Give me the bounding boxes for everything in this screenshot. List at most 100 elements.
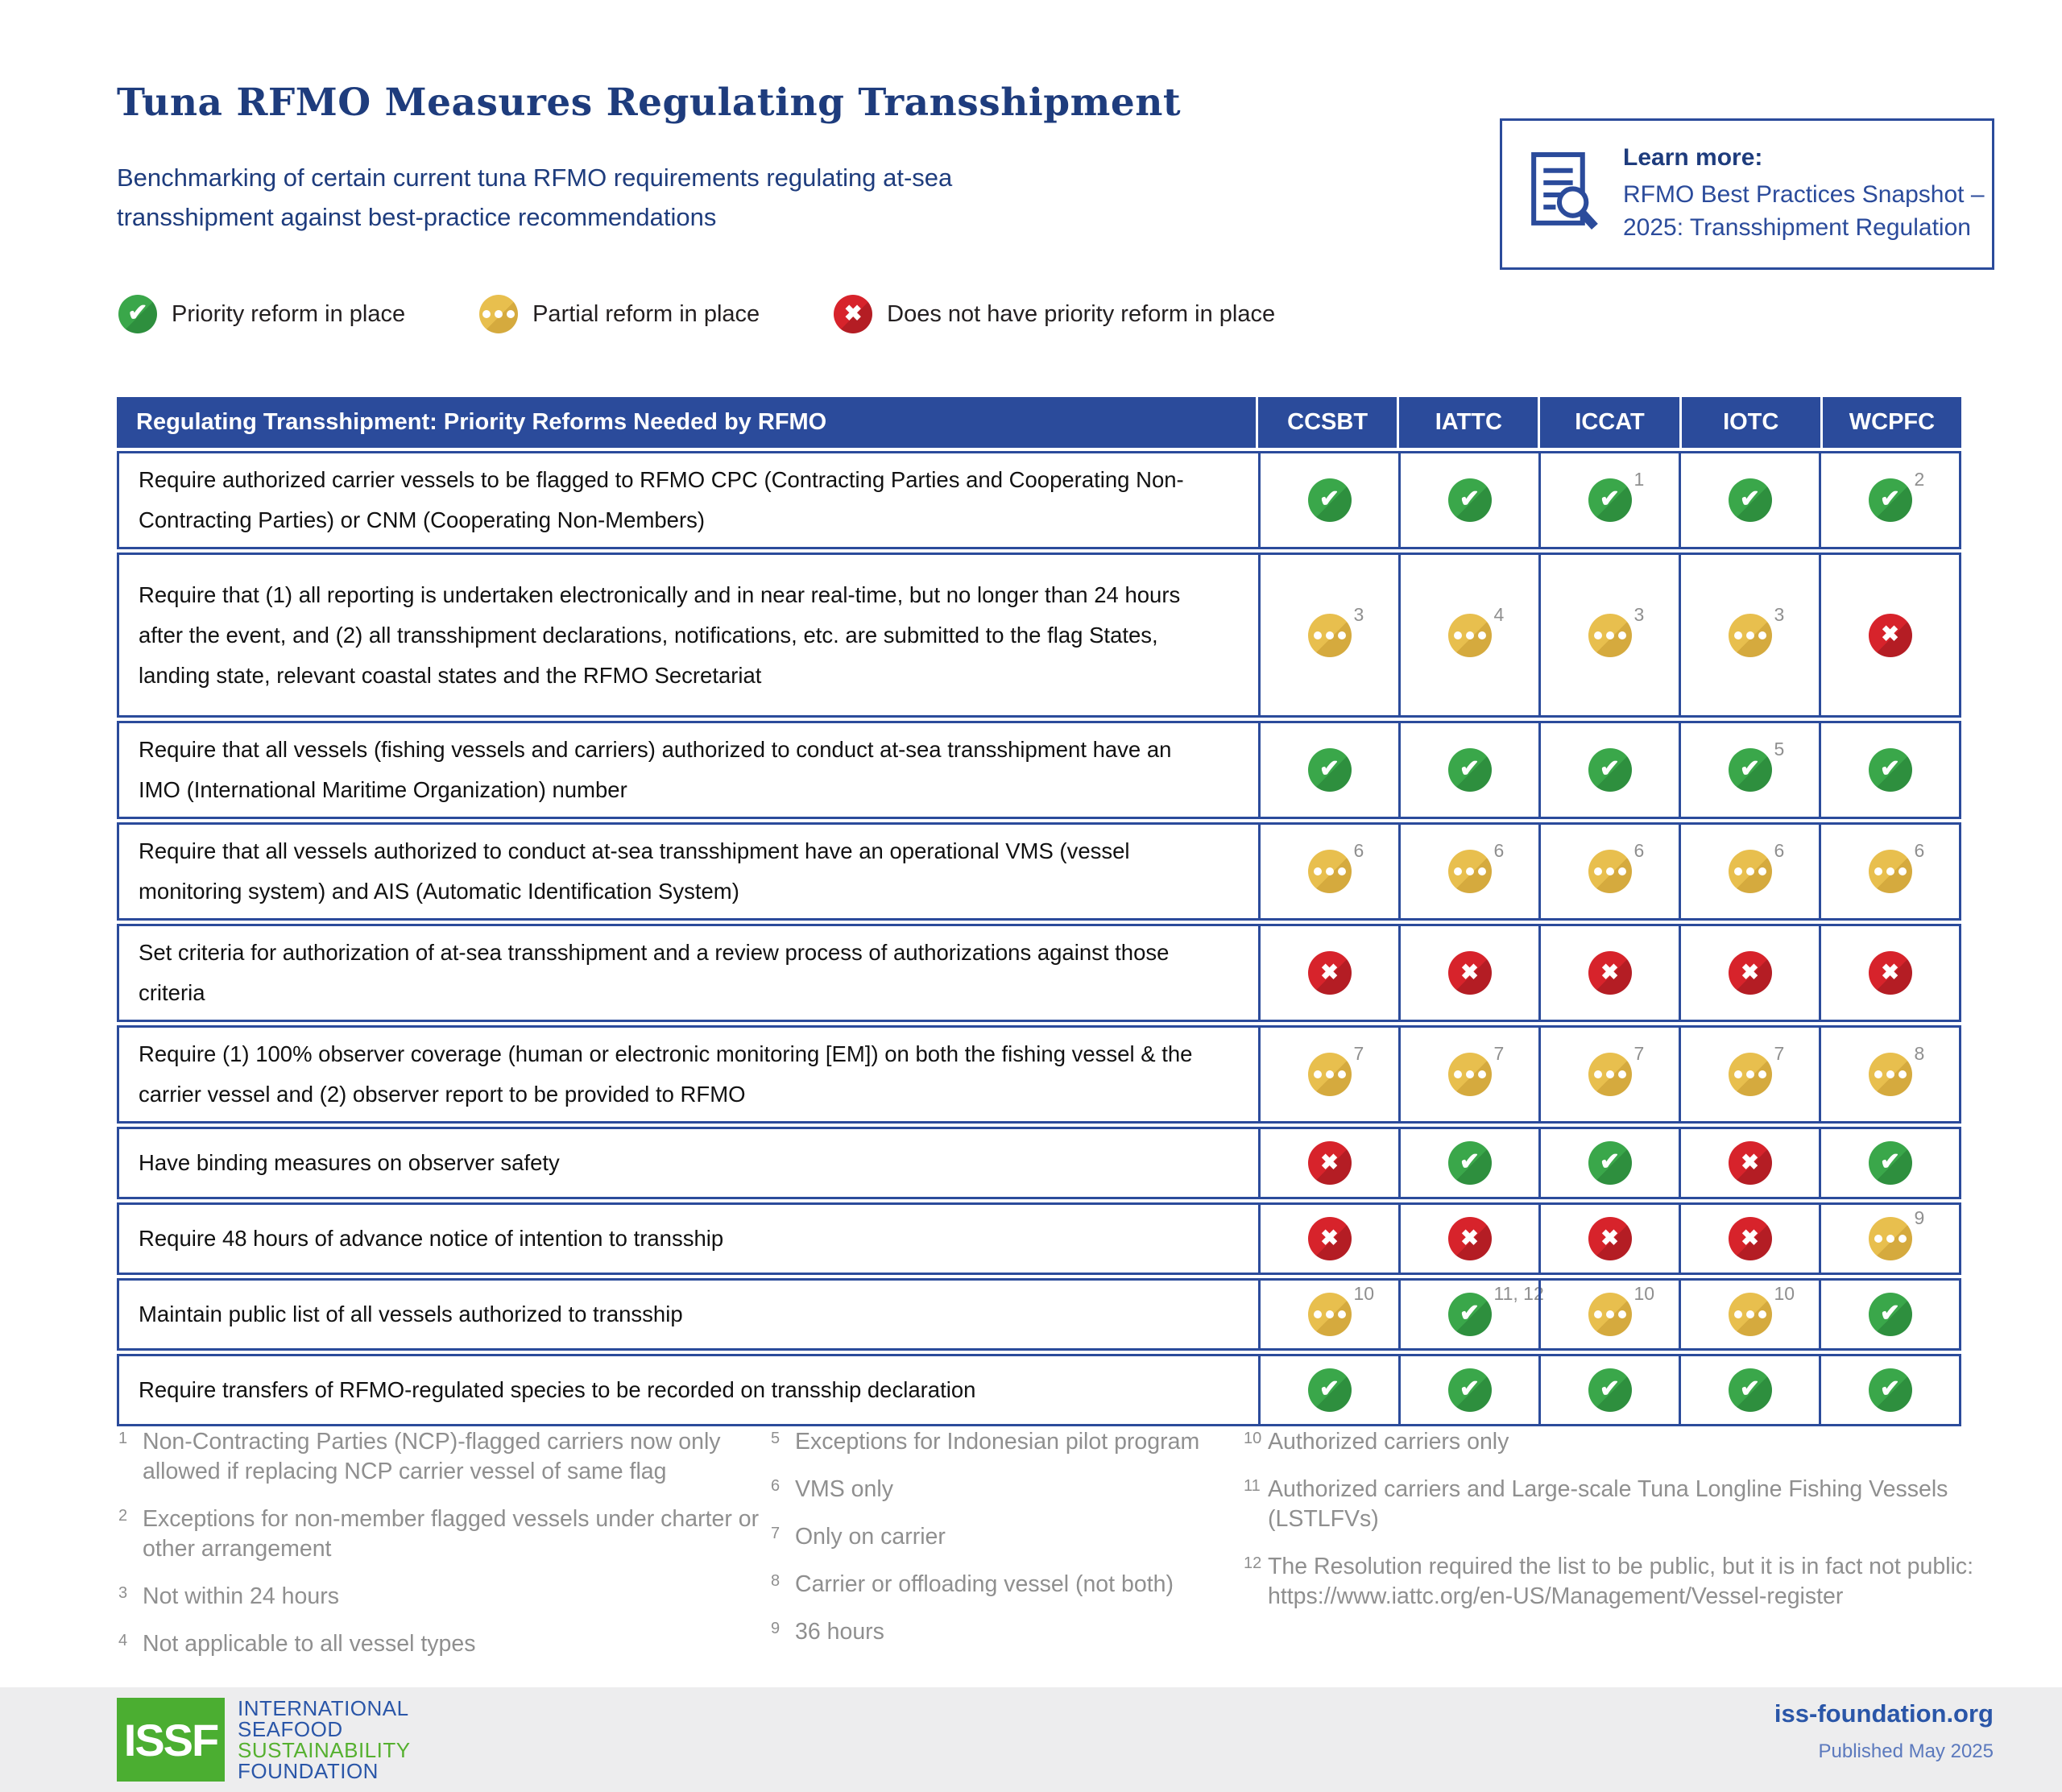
rfmo-column-header: ICCAT bbox=[1538, 397, 1679, 448]
status-icon-wrap: ✖ bbox=[1728, 951, 1772, 995]
footnote-2: 2 Exceptions for non-member flagged vesse… bbox=[117, 1504, 761, 1564]
status-icon-wrap: ✔ bbox=[1868, 1293, 1912, 1336]
footnote-number: 7 bbox=[771, 1525, 780, 1542]
status-check-icon: ✔ bbox=[1588, 478, 1632, 522]
status-cell-iotc: ✔ bbox=[1679, 1356, 1819, 1424]
footnote-11: 11 Authorized carriers and Large-scale Tu… bbox=[1242, 1475, 1999, 1534]
requirement-text: Set criteria for authorization of at-sea… bbox=[139, 940, 1170, 1005]
status-cell-iotc: ✖ bbox=[1679, 1129, 1819, 1197]
footnote-text: Not applicable to all vessel types bbox=[143, 1631, 476, 1657]
status-icon-wrap: 7 bbox=[1447, 1043, 1504, 1096]
status-icon-wrap: 10 bbox=[1728, 1283, 1795, 1336]
legend-label: Priority reform in place bbox=[172, 300, 406, 327]
status-check-icon: ✔ bbox=[1868, 478, 1912, 522]
status-partial-icon bbox=[1307, 1053, 1352, 1096]
status-icon-wrap: ✔ 5 bbox=[1728, 739, 1784, 792]
status-cell-wcpfc: 8 bbox=[1819, 1028, 1959, 1121]
status-cell-ccsbt: 6 bbox=[1258, 825, 1398, 918]
footnote-marker: 7 bbox=[1353, 1043, 1364, 1064]
status-icon-wrap: ✖ bbox=[1868, 613, 1912, 657]
status-cell-wcpfc: 6 bbox=[1819, 825, 1959, 918]
issf-logo-wordmark: INTERNATIONAL SEAFOOD SUSTAINABILITY FOU… bbox=[238, 1698, 411, 1782]
status-cross-icon: ✖ bbox=[1447, 1217, 1492, 1260]
status-cell-iotc: 7 bbox=[1679, 1028, 1819, 1121]
status-cell-iattc: ✔ bbox=[1398, 1129, 1538, 1197]
status-check-icon: ✔ bbox=[1868, 1293, 1912, 1336]
footer bbox=[0, 1687, 2062, 1792]
status-icon-wrap: ✔ bbox=[1447, 1368, 1492, 1412]
status-cross-icon: ✖ bbox=[1588, 951, 1632, 995]
status-icon-wrap: 6 bbox=[1868, 840, 1924, 893]
status-icon-wrap: 7 bbox=[1588, 1043, 1644, 1096]
table-row: Set criteria for authorization of at-sea… bbox=[117, 924, 1961, 1022]
status-icon-wrap: ✔ 2 bbox=[1868, 469, 1924, 522]
logo-line: SEAFOOD bbox=[238, 1717, 343, 1741]
page-title: Tuna RFMO Measures Regulating Transshipm… bbox=[117, 81, 1182, 125]
table-row: Require that all vessels authorized to c… bbox=[117, 822, 1961, 921]
footnote-number: 3 bbox=[118, 1584, 128, 1602]
requirement-text: Require (1) 100% observer coverage (huma… bbox=[139, 1041, 1193, 1107]
status-cell-iattc: ✖ bbox=[1398, 1205, 1538, 1273]
status-partial-icon bbox=[1588, 1293, 1632, 1336]
status-partial-icon bbox=[1307, 613, 1352, 657]
footnote-marker: 3 bbox=[1633, 603, 1645, 625]
status-cell-iccat: ✔ bbox=[1538, 1129, 1679, 1197]
status-partial-icon bbox=[1728, 1293, 1772, 1336]
status-cell-wcpfc: ✔ bbox=[1819, 1129, 1959, 1197]
website-link[interactable]: iss-foundation.org bbox=[1774, 1699, 1994, 1728]
status-cross-icon: ✖ bbox=[1868, 613, 1912, 657]
page-subtitle: Benchmarking of certain current tuna RFM… bbox=[117, 163, 953, 231]
footnote-marker: 10 bbox=[1633, 1283, 1655, 1304]
status-icon-wrap: ✔ 11, 12 bbox=[1447, 1283, 1544, 1336]
footnote-marker: 4 bbox=[1493, 603, 1505, 625]
status-cell-iattc: 7 bbox=[1398, 1028, 1538, 1121]
status-icon-wrap: ✔ bbox=[1728, 478, 1772, 522]
document-search-icon bbox=[1522, 148, 1602, 241]
status-icon-wrap: ✔ bbox=[1447, 1141, 1492, 1185]
table-row: Require transfers of RFMO-regulated spec… bbox=[117, 1354, 1961, 1426]
footnote-text: Exceptions for non-member flagged vessel… bbox=[143, 1506, 760, 1562]
status-icon-wrap: ✖ bbox=[1307, 1141, 1352, 1185]
footnote-marker: 9 bbox=[1914, 1207, 1925, 1228]
status-check-icon: ✔ bbox=[1307, 478, 1352, 522]
footer-site-block: iss-foundation.org Published May 2025 bbox=[1774, 1699, 1994, 1763]
table-row: Have binding measures on observer safety… bbox=[117, 1127, 1961, 1199]
status-cell-iattc: ✔ bbox=[1398, 723, 1538, 817]
footnote-9: 9 36 hours bbox=[769, 1617, 1240, 1647]
status-cell-ccsbt: ✔ bbox=[1258, 723, 1398, 817]
footnote-marker: 3 bbox=[1353, 603, 1364, 625]
status-partial-icon bbox=[1447, 850, 1492, 893]
status-icon-wrap: ✔ bbox=[1868, 1141, 1912, 1185]
legend-label: Does not have priority reform in place bbox=[887, 300, 1276, 327]
logo-line: INTERNATIONAL bbox=[238, 1696, 409, 1720]
learn-more-box[interactable]: Learn more: RFMO Best Practices Snapshot… bbox=[1500, 118, 1994, 270]
status-cell-ccsbt: ✖ bbox=[1258, 926, 1398, 1020]
status-icon-wrap: 7 bbox=[1307, 1043, 1364, 1096]
footnote-3: 3 Not within 24 hours bbox=[117, 1582, 761, 1612]
status-icon-wrap: 6 bbox=[1447, 840, 1504, 893]
status-partial-icon bbox=[1868, 850, 1912, 893]
status-icon-wrap: 3 bbox=[1307, 604, 1364, 657]
table-header-row: Regulating Transshipment: Priority Refor… bbox=[117, 397, 1961, 448]
status-cell-iattc: ✔ 11, 12 bbox=[1398, 1281, 1544, 1348]
table-row: Maintain public list of all vessels auth… bbox=[117, 1278, 1961, 1351]
status-cross-icon: ✖ bbox=[1868, 951, 1912, 995]
logo-line: FOUNDATION bbox=[238, 1759, 379, 1783]
requirement-text: Maintain public list of all vessels auth… bbox=[139, 1302, 683, 1326]
legend: ✔ Priority reform in place Partial reform … bbox=[118, 295, 1275, 333]
status-icon-wrap: 6 bbox=[1307, 840, 1364, 893]
footnote-marker: 10 bbox=[1353, 1283, 1375, 1304]
status-check-icon: ✔ bbox=[118, 295, 157, 333]
status-icon-wrap: 7 bbox=[1728, 1043, 1784, 1096]
status-icon-wrap: 8 bbox=[1868, 1043, 1924, 1096]
footnote-number: 5 bbox=[771, 1430, 780, 1447]
status-icon-wrap: ✖ bbox=[1728, 1141, 1772, 1185]
status-cell-iccat: 7 bbox=[1538, 1028, 1679, 1121]
status-icon-wrap: 9 bbox=[1868, 1207, 1924, 1260]
status-cell-ccsbt: ✖ bbox=[1258, 1205, 1398, 1273]
learn-more-link[interactable]: RFMO Best Practices Snapshot – 2025: Tra… bbox=[1623, 181, 1985, 241]
status-check-icon: ✔ bbox=[1588, 748, 1632, 792]
status-icon-wrap: ✖ bbox=[1307, 951, 1352, 995]
footnote-5: 5 Exceptions for Indonesian pilot program bbox=[769, 1427, 1240, 1457]
status-icon-wrap: ✔ bbox=[1307, 748, 1352, 792]
